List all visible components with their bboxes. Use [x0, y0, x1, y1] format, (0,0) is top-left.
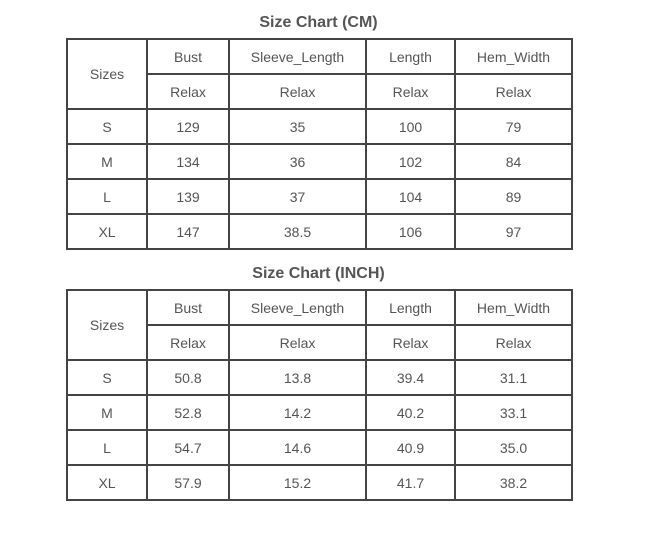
value-cell: 104: [365, 178, 456, 215]
value-cell: 14.6: [228, 429, 367, 466]
column-header: Sleeve_Length: [228, 289, 367, 326]
fit-header: Relax: [146, 324, 230, 361]
value-cell: 33.1: [454, 394, 573, 431]
value-cell: 35.0: [454, 429, 573, 466]
value-cell: 79: [454, 108, 573, 145]
size-cell: XL: [66, 213, 148, 250]
table-row: M 52.8 14.2 40.2 33.1: [66, 394, 573, 431]
sizes-header: Sizes: [66, 289, 148, 361]
column-header: Bust: [146, 38, 230, 75]
value-cell: 129: [146, 108, 230, 145]
sizes-header: Sizes: [66, 38, 148, 110]
fit-header: Relax: [228, 324, 367, 361]
column-header: Hem_Width: [454, 38, 573, 75]
value-cell: 139: [146, 178, 230, 215]
value-cell: 40.9: [365, 429, 456, 466]
value-cell: 35: [228, 108, 367, 145]
chart-title: Size Chart (INCH): [252, 265, 385, 282]
size-cell: S: [66, 108, 148, 145]
column-header: Hem_Width: [454, 289, 573, 326]
fit-header: Relax: [146, 73, 230, 110]
chart-title: Size Chart (CM): [259, 14, 378, 31]
header-row: Sizes Bust Sleeve_Length Length Hem_Width: [66, 289, 573, 361]
value-cell: 31.1: [454, 359, 573, 396]
size-cell: XL: [66, 464, 148, 501]
size-cell: L: [66, 178, 148, 215]
value-cell: 38.2: [454, 464, 573, 501]
table-row: S 129 35 100 79: [66, 108, 573, 145]
fit-header: Relax: [365, 324, 456, 361]
table-row: L 54.7 14.6 40.9 35.0: [66, 429, 573, 466]
size-cell: M: [66, 143, 148, 180]
value-cell: 147: [146, 213, 230, 250]
size-table: Sizes Bust Sleeve_Length Length Hem_Width Rel…: [66, 289, 573, 501]
value-cell: 134: [146, 143, 230, 180]
column-header: Length: [365, 289, 456, 326]
value-cell: 13.8: [228, 359, 367, 396]
fit-row: Relax Relax Relax Relax: [67, 73, 573, 110]
size-table: Sizes Bust Sleeve_Length Length Hem_Width Rel…: [66, 38, 573, 250]
fit-header: Relax: [228, 73, 367, 110]
value-cell: 54.7: [146, 429, 230, 466]
value-cell: 15.2: [228, 464, 367, 501]
value-cell: 37: [228, 178, 367, 215]
value-cell: 14.2: [228, 394, 367, 431]
table-row: L 139 37 104 89: [66, 178, 573, 215]
value-cell: 52.8: [146, 394, 230, 431]
column-header: Sleeve_Length: [228, 38, 367, 75]
value-cell: 89: [454, 178, 573, 215]
value-cell: 84: [454, 143, 573, 180]
table-row: XL 57.9 15.2 41.7 38.2: [66, 464, 573, 501]
value-cell: 100: [365, 108, 456, 145]
fit-header: Relax: [454, 73, 573, 110]
value-cell: 97: [454, 213, 573, 250]
value-cell: 50.8: [146, 359, 230, 396]
value-cell: 40.2: [365, 394, 456, 431]
table-row: M 134 36 102 84: [66, 143, 573, 180]
value-cell: 57.9: [146, 464, 230, 501]
column-header: Bust: [146, 289, 230, 326]
value-cell: 38.5: [228, 213, 367, 250]
fit-header: Relax: [454, 324, 573, 361]
table-row: XL 147 38.5 106 97: [66, 213, 573, 250]
value-cell: 36: [228, 143, 367, 180]
size-cell: S: [66, 359, 148, 396]
value-cell: 39.4: [365, 359, 456, 396]
value-cell: 41.7: [365, 464, 456, 501]
value-cell: 102: [365, 143, 456, 180]
column-header: Length: [365, 38, 456, 75]
value-cell: 106: [365, 213, 456, 250]
table-row: S 50.8 13.8 39.4 31.1: [66, 359, 573, 396]
size-cell: M: [66, 394, 148, 431]
fit-header: Relax: [365, 73, 456, 110]
size-cell: L: [66, 429, 148, 466]
fit-row: Relax Relax Relax Relax: [67, 324, 573, 361]
header-row: Sizes Bust Sleeve_Length Length Hem_Width: [66, 38, 573, 110]
